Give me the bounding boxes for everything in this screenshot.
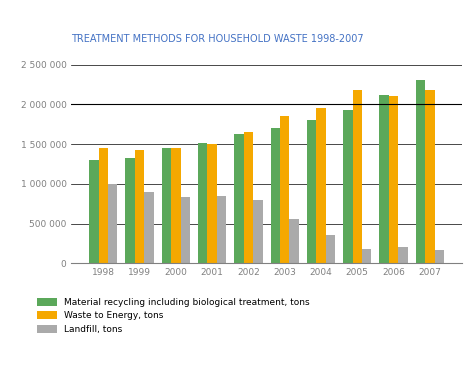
Bar [353, 90, 362, 263]
Bar [198, 143, 208, 263]
Bar [289, 219, 299, 263]
Bar [389, 96, 398, 263]
Bar [162, 148, 171, 263]
Legend: Material recycling including biological treatment, tons, Waste to Energy, tons, : Material recycling including biological … [37, 298, 309, 334]
Bar [307, 120, 316, 263]
Bar [425, 90, 435, 263]
Bar [435, 250, 444, 263]
Text: TREATMENT METHODS FOR HOUSEHOLD WASTE 1998-2007: TREATMENT METHODS FOR HOUSEHOLD WASTE 19… [71, 34, 364, 44]
Bar [362, 249, 371, 263]
Bar [280, 115, 289, 263]
Bar [89, 160, 99, 263]
Bar [316, 108, 326, 263]
Bar [234, 134, 244, 263]
Bar [208, 144, 217, 263]
Bar [171, 148, 180, 263]
Bar [99, 148, 108, 263]
Bar [343, 110, 353, 263]
Bar [379, 95, 389, 263]
Bar [217, 196, 226, 263]
Bar [244, 132, 253, 263]
Bar [416, 80, 425, 263]
Bar [180, 197, 190, 263]
Bar [253, 200, 263, 263]
Bar [270, 128, 280, 263]
Bar [135, 150, 144, 263]
Bar [144, 192, 154, 263]
Bar [326, 235, 335, 263]
Bar [125, 158, 135, 263]
Bar [398, 247, 408, 263]
Bar [108, 184, 118, 263]
